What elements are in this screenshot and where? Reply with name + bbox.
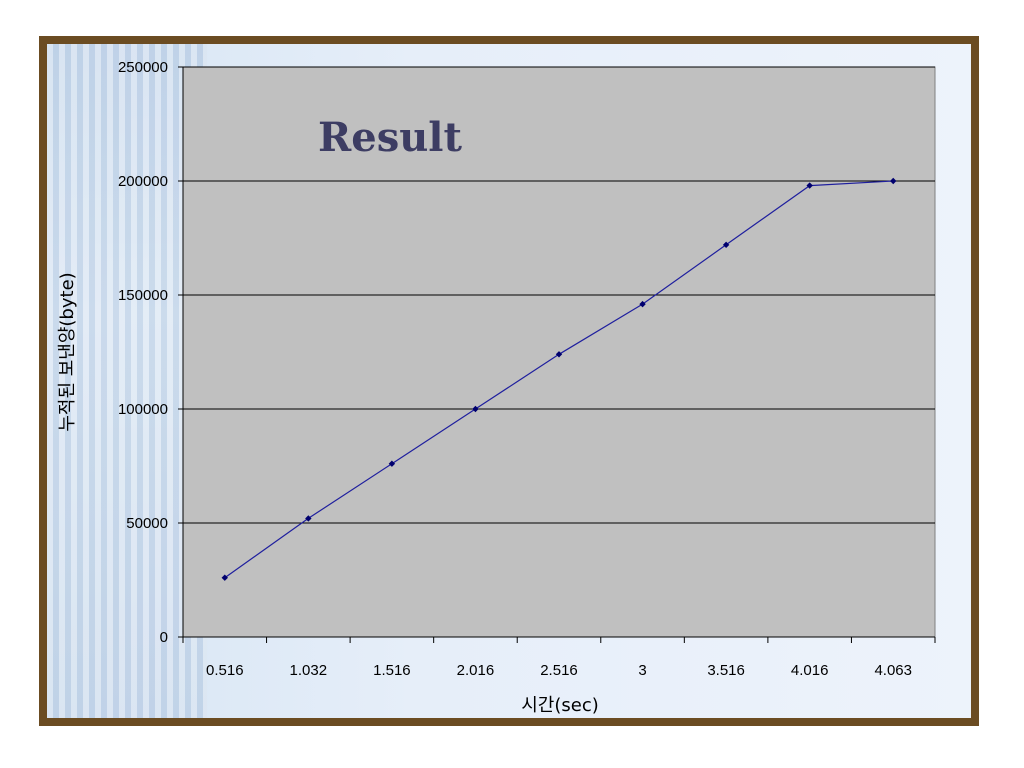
chart-title: Result — [318, 114, 462, 161]
x-tick-label: 1.516 — [373, 662, 411, 679]
data-point — [388, 460, 396, 467]
background-column-decoration — [47, 44, 207, 718]
y-tick-labels: 0 50000 100000 150000 200000 250000 — [118, 59, 183, 646]
y-tick-label: 200000 — [118, 173, 168, 190]
data-points — [221, 177, 897, 581]
y-tick-label: 250000 — [118, 59, 168, 76]
data-point — [305, 515, 312, 522]
x-tick-labels: 0.516 1.032 1.516 2.016 2.516 3 3.516 4.016 4.06… — [182, 637, 936, 679]
y-tick-label: 50000 — [126, 515, 168, 532]
gridlines — [183, 66, 935, 524]
data-point — [639, 300, 646, 308]
x-tick-label: 3.516 — [707, 662, 745, 679]
y-tick-label: 100000 — [118, 401, 168, 418]
x-tick-label: 3 — [638, 662, 646, 679]
x-tick-label: 4.016 — [791, 662, 829, 679]
data-point — [890, 177, 897, 185]
x-tick-label: 0.516 — [206, 662, 244, 679]
data-point — [555, 351, 563, 358]
data-point — [806, 182, 813, 189]
x-tick-label: 2.516 — [540, 662, 578, 679]
x-tick-label: 1.032 — [290, 662, 328, 679]
axes — [182, 67, 935, 638]
data-point — [472, 405, 479, 413]
x-axis-title: 시간(sec) — [521, 695, 599, 716]
y-tick-label: 150000 — [118, 287, 168, 304]
x-tick-label: 2.016 — [457, 662, 495, 679]
y-axis-title: 누적된 보낸양(byte) — [57, 272, 78, 431]
data-point — [722, 241, 730, 249]
x-tick-label: 4.063 — [874, 662, 912, 679]
data-point — [221, 574, 228, 581]
y-tick-label: 0 — [160, 629, 168, 646]
